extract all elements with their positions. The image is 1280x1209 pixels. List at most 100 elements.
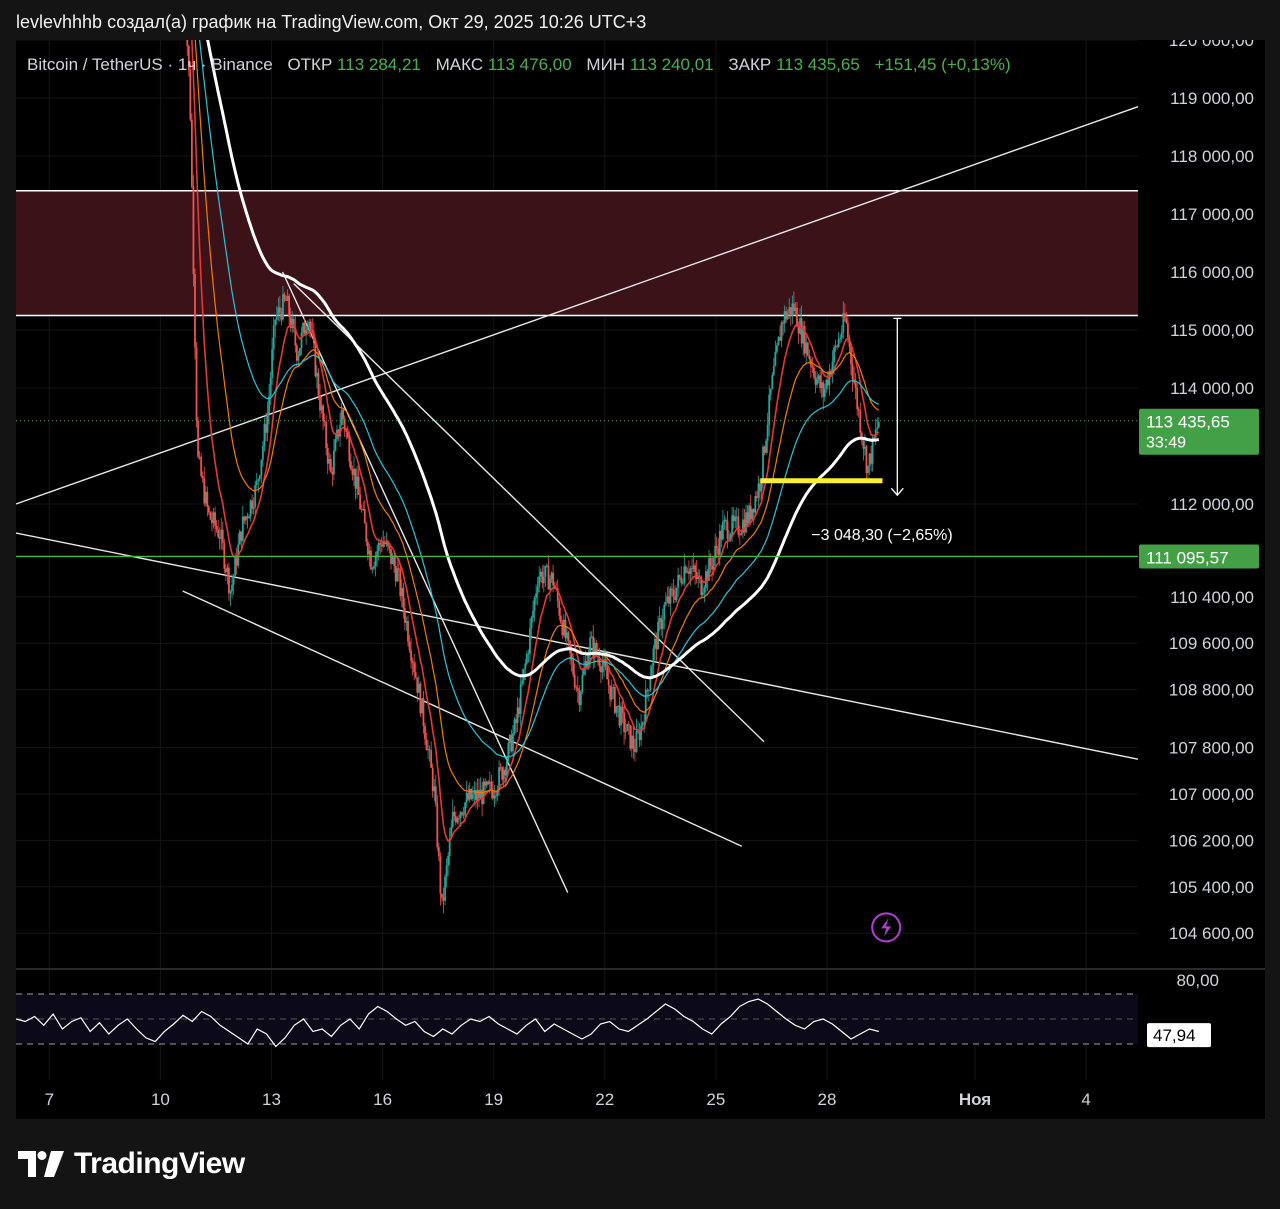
candle-body <box>414 672 417 678</box>
candle-body <box>289 316 292 329</box>
candle-body <box>603 659 605 666</box>
candle-body <box>803 326 806 354</box>
moving-averages <box>191 40 880 842</box>
candle-body <box>717 548 720 555</box>
y-tick-label: 110 400,00 <box>1170 588 1254 607</box>
candle-body <box>359 494 362 509</box>
candle-body <box>538 576 541 587</box>
y-tick-label: 114 000,00 <box>1170 379 1254 398</box>
candle-body <box>515 719 517 724</box>
candle-body <box>425 739 428 751</box>
candle-body <box>732 515 735 522</box>
candle-body <box>201 475 204 479</box>
brand[interactable]: TradingView <box>18 1146 245 1182</box>
candle-body <box>714 545 717 558</box>
candle-body <box>663 604 666 620</box>
candle-body <box>297 355 300 361</box>
legend-open: 113 284,21 <box>337 55 421 74</box>
candle-body <box>570 653 573 660</box>
candle-body <box>575 687 578 689</box>
candle-body <box>192 186 195 275</box>
candle-body <box>362 508 365 510</box>
candle-body <box>715 545 718 549</box>
candle-body <box>420 698 423 714</box>
candle-body <box>371 568 374 570</box>
candle-body <box>334 439 337 451</box>
candle-body <box>757 483 760 498</box>
candle-body <box>373 566 375 569</box>
ma-mid-line <box>194 40 880 794</box>
candle-body <box>579 691 582 706</box>
candle-body <box>502 769 505 780</box>
candle-body <box>737 516 740 535</box>
candle-body <box>550 572 553 579</box>
candle-body <box>294 327 297 346</box>
candle-body <box>762 446 764 482</box>
candle-body <box>442 898 445 901</box>
candle-body <box>302 322 304 333</box>
candle-body <box>325 422 328 449</box>
candle-body <box>876 427 879 430</box>
candle-body <box>408 641 411 651</box>
candle-body <box>547 565 550 590</box>
candle-body <box>288 295 291 317</box>
candle-body <box>826 379 829 386</box>
candle-body <box>609 685 612 700</box>
measure-arrow-head <box>890 487 904 497</box>
y-tick-label: 112 000,00 <box>1170 495 1254 514</box>
candle-body <box>374 555 377 567</box>
candle-body <box>771 374 774 389</box>
candle-body <box>245 516 247 521</box>
candle-body <box>234 556 237 576</box>
candle-body <box>356 476 358 489</box>
candle-body <box>221 529 224 544</box>
candle-body <box>703 587 706 593</box>
candle-body <box>759 483 761 492</box>
candle-body <box>867 465 869 474</box>
candle-body <box>754 495 757 513</box>
grid <box>16 40 1138 1080</box>
candle-body <box>286 295 289 301</box>
candle-body <box>709 558 712 566</box>
candle-body <box>806 342 809 356</box>
candle-body <box>240 531 243 541</box>
candle-body <box>229 590 232 594</box>
candle-body <box>510 734 513 752</box>
candle-body <box>493 795 496 799</box>
candle-body <box>487 781 490 784</box>
candle-body <box>251 500 253 509</box>
candle-body <box>612 687 615 689</box>
x-tick-label: 13 <box>262 1090 281 1109</box>
chart-frame[interactable]: −3 048,30 (−2,65%) 120 000,00 119 000,00 1… <box>16 40 1265 1119</box>
candle-body <box>468 789 471 800</box>
candle-body <box>848 337 851 347</box>
candle-body <box>814 377 817 385</box>
candle-body <box>476 789 479 801</box>
y-tick-label: 119 000,00 <box>1170 89 1254 108</box>
measure-label: −3 048,30 (−2,65%) <box>811 527 952 544</box>
candle-body <box>248 516 250 519</box>
ma-fast-line <box>191 40 880 842</box>
candle-body <box>735 516 738 518</box>
candle-body <box>833 347 835 362</box>
candle-body <box>816 379 818 385</box>
candle-body <box>299 348 301 356</box>
candle-body <box>453 811 456 817</box>
candle-body <box>601 665 604 673</box>
candle-body <box>348 437 351 462</box>
candle-body <box>657 621 659 650</box>
price-axis-bg <box>1138 40 1265 968</box>
candle-body <box>265 424 267 433</box>
trendline <box>293 283 765 743</box>
candle-body <box>224 568 227 573</box>
legend-low: 113 240,01 <box>630 55 714 74</box>
candle-body <box>516 707 519 724</box>
candle-body <box>590 636 593 638</box>
candle-body <box>802 326 805 344</box>
candle-body <box>740 533 743 535</box>
y-tick-label: 107 000,00 <box>1169 785 1254 804</box>
candle-body <box>564 619 567 639</box>
candle-body <box>544 565 547 577</box>
candle-body <box>593 642 596 659</box>
